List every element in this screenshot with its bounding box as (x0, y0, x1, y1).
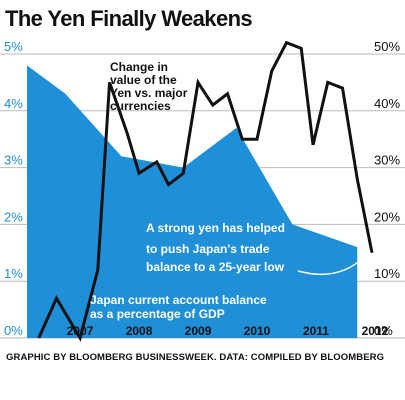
source-credit: GRAPHIC BY BLOOMBERG BUSINESSWEEK. DATA:… (6, 352, 385, 363)
right-tick-label: 50% (374, 39, 400, 54)
left-tick-label: 0% (4, 323, 23, 338)
x-tick-label: 2012 (362, 324, 389, 338)
yen-label-2: value of the (110, 73, 177, 87)
right-tick-label: 30% (374, 153, 400, 168)
trade-annotation-3: balance to a 25-year low (146, 260, 285, 274)
yen-label-1: Change in (110, 60, 168, 74)
x-tick-label: 2008 (126, 324, 153, 338)
x-tick-label: 2010 (244, 324, 271, 338)
left-tick-label: 4% (4, 96, 23, 111)
x-tick-label: 2007 (67, 324, 94, 338)
current-account-label-1: Japan current account balance (90, 293, 267, 307)
right-tick-label: 40% (374, 96, 400, 111)
left-tick-label: 2% (4, 209, 23, 224)
left-tick-label: 1% (4, 266, 23, 281)
right-tick-label: 0% (374, 323, 393, 338)
right-tick-label: 20% (374, 209, 400, 224)
chart-title: The Yen Finally Weakens (5, 6, 253, 31)
yen-label-3: Yen vs. major (110, 86, 188, 100)
axis-ticks: 0% 1% 2% 3% 4% 5% 0% 10% 20% 30% 40% 50% 2007 2008 200… (4, 39, 400, 338)
x-tick-label: 2009 (185, 324, 212, 338)
annotation-arrowhead (359, 252, 371, 262)
yen-change-line (37, 40, 374, 342)
current-account-label-2: as a percentage of GDP (90, 307, 225, 321)
yen-label-4: currencies (110, 99, 171, 113)
x-tick-label: 2011 (303, 324, 329, 338)
trade-annotation-1: A strong yen has helped (146, 221, 285, 235)
current-account-area (27, 65, 358, 339)
annotation-arrow (297, 256, 365, 276)
left-tick-label: 3% (4, 153, 23, 168)
left-tick-label: 5% (4, 39, 23, 54)
trade-annotation-2: to push Japan's trade (146, 242, 270, 256)
right-tick-label: 10% (374, 266, 400, 281)
